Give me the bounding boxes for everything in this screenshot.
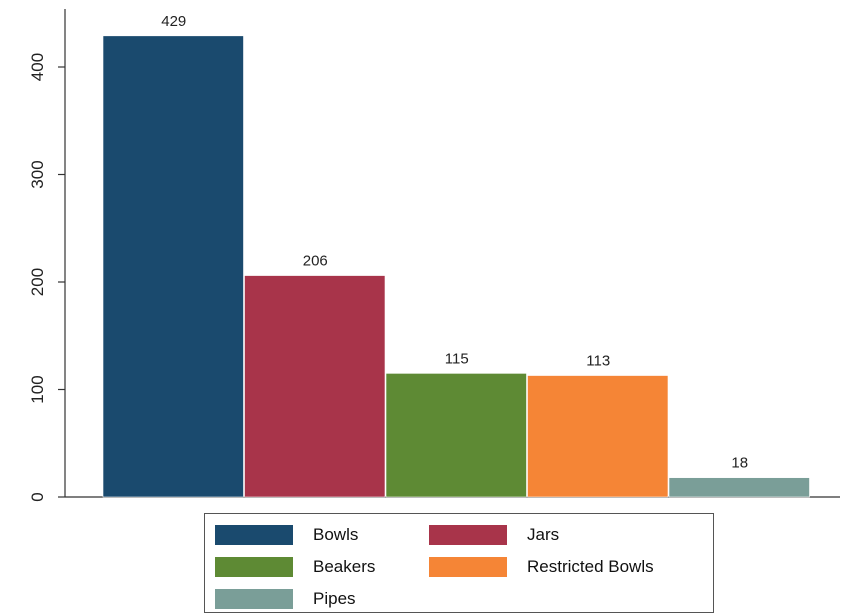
- legend-label: Bowls: [313, 525, 359, 544]
- legend-label: Beakers: [313, 557, 376, 576]
- legend-swatch-beakers: [215, 557, 293, 577]
- legend-item-beakers: Beakers: [215, 556, 375, 578]
- legend-item-bowls: Bowls: [215, 524, 358, 546]
- data-labels: 429 206 115 113 18: [161, 13, 748, 472]
- legend: Bowls Jars Beakers Restricted Bowls Pipe…: [204, 513, 714, 613]
- data-label: 206: [303, 253, 328, 270]
- legend-label: Pipes: [313, 589, 356, 608]
- legend-swatch-restricted-bowls: [429, 557, 507, 577]
- y-tick-label: 100: [28, 375, 47, 403]
- bars: [102, 35, 810, 498]
- y-tick-label: 0: [28, 492, 47, 501]
- bar-pipes: [668, 477, 810, 498]
- legend-item-pipes: Pipes: [215, 588, 356, 610]
- legend-label: Restricted Bowls: [527, 557, 654, 576]
- legend-item-restricted-bowls: Restricted Bowls: [429, 556, 654, 578]
- legend-swatch-jars: [429, 525, 507, 545]
- legend-item-jars: Jars: [429, 524, 559, 546]
- data-label: 115: [445, 350, 469, 367]
- y-tick-label: 300: [28, 160, 47, 188]
- legend-swatch-bowls: [215, 525, 293, 545]
- y-tick-label: 400: [28, 53, 47, 81]
- y-tick-label: 200: [28, 268, 47, 296]
- bar-restricted-bowls: [527, 375, 669, 498]
- bar-jars: [244, 275, 386, 498]
- data-label: 113: [586, 353, 610, 370]
- data-label: 18: [731, 455, 748, 472]
- data-label: 429: [161, 13, 186, 30]
- bar-beakers: [385, 373, 527, 498]
- legend-label: Jars: [527, 525, 560, 544]
- legend-swatch-pipes: [215, 589, 293, 609]
- bar-bowls: [102, 35, 244, 498]
